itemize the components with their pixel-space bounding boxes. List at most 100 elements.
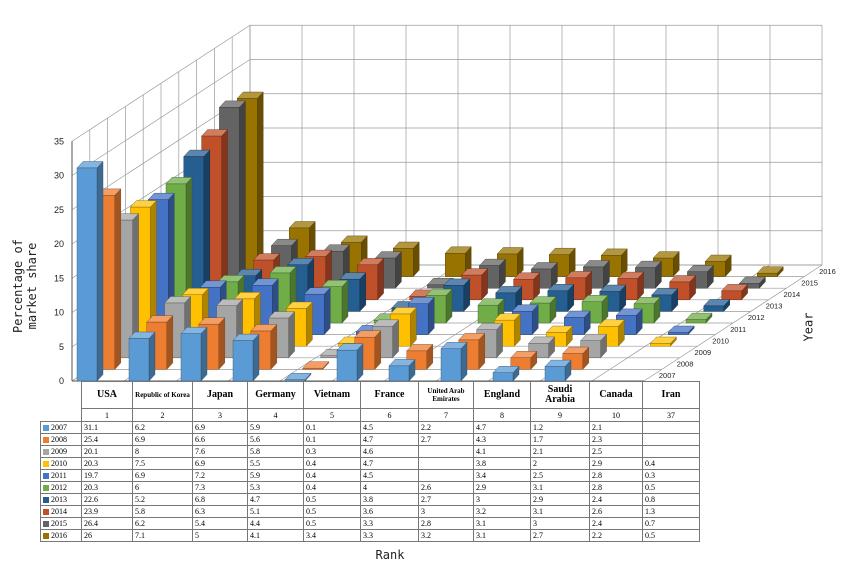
- table-cell: 6.3: [192, 505, 248, 518]
- table-row: 2007 31.1 6.2 6.9 5.9 0.1 4.5 2.2 4.7 1.2 2.1: [40, 421, 700, 434]
- table-cell: 4.7: [473, 421, 531, 434]
- rank-label: 37: [642, 408, 700, 422]
- y-tick-label: 20: [54, 239, 64, 249]
- table-cell: 7.3: [192, 481, 248, 494]
- bar: [544, 359, 572, 382]
- bar: [633, 296, 661, 324]
- table-cell: 0.5: [642, 481, 700, 494]
- bar-front: [440, 348, 462, 382]
- y-tick-label: 0: [59, 376, 64, 386]
- bar: [703, 298, 731, 312]
- bar-side: [221, 129, 228, 301]
- y-tick-label: 35: [54, 136, 64, 146]
- year-tick-label: 2012: [748, 313, 765, 322]
- bar-front: [76, 167, 98, 382]
- table-cell: 1.7: [530, 433, 590, 446]
- table-cell: 0.5: [642, 529, 700, 542]
- year-tick-label: 2011: [730, 325, 746, 334]
- legend-swatch: [43, 449, 49, 456]
- legend-swatch: [43, 509, 49, 516]
- table-cell: 3.3: [360, 517, 419, 530]
- bar-side: [200, 326, 208, 382]
- rank-label: 6: [360, 408, 419, 422]
- series-label: 2009: [40, 445, 82, 458]
- table-cell: 2.9: [473, 481, 531, 494]
- year-tick-label: 2014: [784, 290, 801, 299]
- legend-swatch: [43, 437, 49, 444]
- series-name: 2010: [51, 459, 67, 468]
- table-cell: 3.1: [473, 517, 531, 530]
- table-cell: 4.6: [360, 445, 419, 458]
- table-cell: 5.4: [192, 517, 248, 530]
- table-cell: 4.3: [473, 433, 531, 446]
- table-cell: 22.6: [81, 493, 133, 506]
- table-cell: 3.1: [530, 481, 590, 494]
- table-cell: 6.8: [192, 493, 248, 506]
- bar-side: [270, 323, 277, 370]
- y-tick-label: 15: [54, 273, 64, 283]
- year-tick-label: 2013: [766, 302, 783, 311]
- table-cell: 25.4: [81, 433, 133, 446]
- series-name: 2012: [51, 483, 67, 492]
- bar: [738, 276, 766, 289]
- table-cell: 23.9: [81, 505, 133, 518]
- table-cell: 4.4: [247, 517, 304, 530]
- bars: [76, 91, 784, 382]
- bar-front: [703, 305, 724, 312]
- bar-side: [306, 301, 313, 347]
- table-cell: 0.4: [303, 469, 361, 482]
- bar: [649, 336, 677, 347]
- legend-swatch: [43, 485, 49, 492]
- y-axis-label: Percentage of market share: [11, 239, 39, 333]
- table-cell: [642, 421, 700, 434]
- table-cell: 0.4: [642, 457, 700, 470]
- table-cell: 2.6: [418, 481, 474, 494]
- category-label: United Arab Emirates: [418, 381, 474, 409]
- table-cell: 5.9: [247, 421, 304, 434]
- table-cell: 3.2: [473, 505, 531, 518]
- series-name: 2016: [51, 531, 67, 540]
- category-label: Iran: [642, 381, 700, 409]
- table-cell: 3.6: [360, 505, 419, 518]
- bar: [388, 358, 416, 382]
- bar-side: [341, 279, 349, 324]
- bar: [232, 333, 260, 382]
- table-cell: 7.2: [192, 469, 248, 482]
- series-label: 2008: [40, 433, 82, 446]
- category-label: Saudi Arabia: [530, 381, 590, 409]
- bar-front: [492, 372, 514, 382]
- bar-side: [324, 287, 331, 336]
- table-cell: 4.1: [247, 529, 304, 542]
- bar: [492, 365, 520, 382]
- table-cell: 0.4: [303, 481, 361, 494]
- table-row: 2014 23.9 5.8 6.3 5.1 0.5 3.6 3 3.2 3.1 2.6 1.3: [40, 505, 700, 518]
- series-name: 2008: [51, 435, 67, 444]
- category-label: USA: [81, 381, 133, 409]
- series-name: 2015: [51, 519, 67, 528]
- table-cell: 0.5: [303, 517, 361, 530]
- table-cell: 3.1: [530, 505, 590, 518]
- bar-front: [721, 290, 742, 300]
- bar-side: [288, 311, 295, 359]
- table-cell: 2.5: [589, 445, 643, 458]
- table-cell: 3: [473, 493, 531, 506]
- legend-swatch: [43, 521, 49, 528]
- bar: [667, 325, 695, 336]
- table-cell: 2.2: [418, 421, 474, 434]
- table-cell: 19.7: [81, 469, 133, 482]
- legend-swatch: [43, 425, 49, 432]
- rank-label: 2: [132, 408, 193, 422]
- table-cell: 3.4: [303, 529, 361, 542]
- table-cell: 4.5: [360, 469, 419, 482]
- table-cell: 1.2: [530, 421, 590, 434]
- table-cell: [642, 445, 700, 458]
- table-row: 2009 20.1 8 7.6 5.8 0.3 4.6 4.1 2.1 2.5: [40, 445, 700, 458]
- x-axis-label: Rank: [375, 548, 405, 562]
- table-header-row: USA Republic of Korea Japan Germany Vietnam F…: [40, 381, 700, 409]
- table-cell: 4.7: [247, 493, 304, 506]
- rank-label: 3: [192, 408, 248, 422]
- table-cell: 2.4: [589, 493, 643, 506]
- category-label: Republic of Korea: [132, 381, 193, 409]
- table-cell: 0.4: [303, 457, 361, 470]
